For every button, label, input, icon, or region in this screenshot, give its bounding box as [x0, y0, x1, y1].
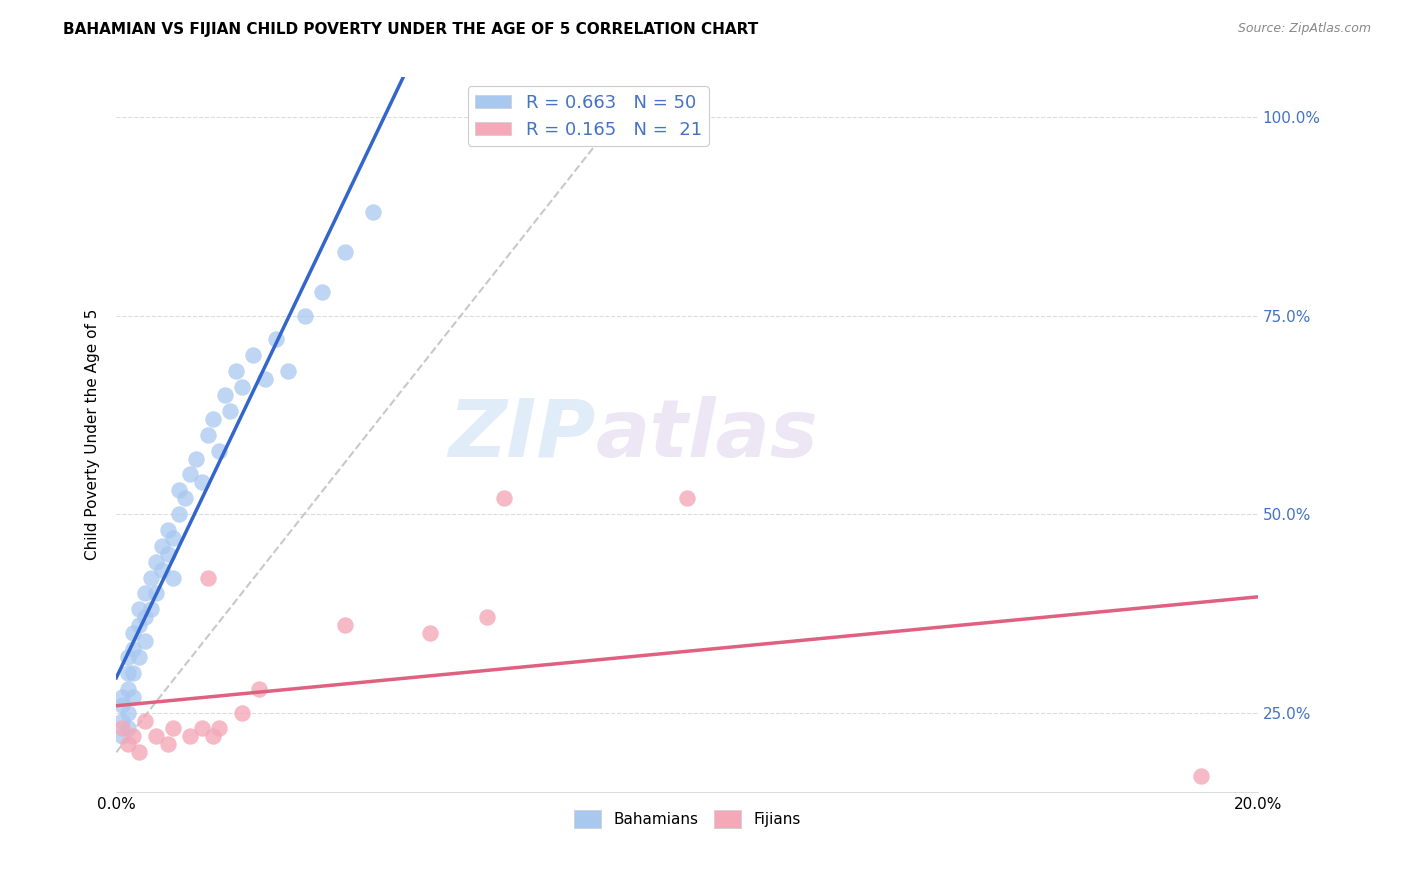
Point: [134, 714, 156, 728]
Point: [128, 745, 150, 759]
Point: [247, 681, 270, 696]
Point: [202, 730, 225, 744]
Point: [167, 507, 190, 521]
Point: [242, 348, 264, 362]
Point: [225, 364, 247, 378]
Point: [361, 205, 384, 219]
Point: [173, 491, 195, 506]
Point: [122, 665, 145, 680]
Point: [128, 650, 150, 665]
Point: [150, 539, 173, 553]
Point: [276, 364, 298, 378]
Point: [214, 388, 236, 402]
Point: [117, 737, 139, 751]
Point: [117, 665, 139, 680]
Point: [117, 722, 139, 736]
Point: [477, 610, 499, 624]
Point: [231, 380, 253, 394]
Text: ZIP: ZIP: [449, 396, 596, 474]
Point: [162, 571, 184, 585]
Point: [150, 563, 173, 577]
Point: [191, 722, 214, 736]
Point: [134, 586, 156, 600]
Point: [111, 722, 134, 736]
Point: [208, 443, 231, 458]
Point: [139, 571, 162, 585]
Point: [179, 467, 201, 482]
Point: [208, 722, 231, 736]
Point: [128, 618, 150, 632]
Point: [333, 618, 356, 632]
Point: [122, 730, 145, 744]
Point: [191, 475, 214, 490]
Point: [145, 730, 167, 744]
Point: [156, 737, 179, 751]
Point: [197, 571, 219, 585]
Point: [162, 722, 184, 736]
Text: atlas: atlas: [596, 396, 818, 474]
Text: BAHAMIAN VS FIJIAN CHILD POVERTY UNDER THE AGE OF 5 CORRELATION CHART: BAHAMIAN VS FIJIAN CHILD POVERTY UNDER T…: [63, 22, 758, 37]
Point: [333, 245, 356, 260]
Point: [117, 706, 139, 720]
Point: [128, 602, 150, 616]
Point: [156, 523, 179, 537]
Point: [1189, 769, 1212, 783]
Point: [122, 642, 145, 657]
Point: [676, 491, 699, 506]
Point: [111, 698, 134, 712]
Text: Source: ZipAtlas.com: Source: ZipAtlas.com: [1237, 22, 1371, 36]
Point: [219, 404, 242, 418]
Point: [253, 372, 276, 386]
Point: [179, 730, 201, 744]
Point: [117, 681, 139, 696]
Point: [117, 650, 139, 665]
Point: [111, 714, 134, 728]
Point: [419, 626, 441, 640]
Legend: Bahamians, Fijians: Bahamians, Fijians: [568, 804, 807, 834]
Point: [311, 285, 333, 299]
Point: [494, 491, 516, 506]
Point: [145, 555, 167, 569]
Point: [139, 602, 162, 616]
Point: [156, 547, 179, 561]
Point: [122, 690, 145, 704]
Point: [122, 626, 145, 640]
Point: [264, 333, 287, 347]
Point: [231, 706, 253, 720]
Y-axis label: Child Poverty Under the Age of 5: Child Poverty Under the Age of 5: [86, 309, 100, 560]
Point: [134, 634, 156, 648]
Point: [111, 730, 134, 744]
Point: [162, 531, 184, 545]
Point: [202, 412, 225, 426]
Point: [294, 309, 316, 323]
Point: [134, 610, 156, 624]
Point: [167, 483, 190, 498]
Point: [145, 586, 167, 600]
Point: [111, 690, 134, 704]
Point: [186, 451, 208, 466]
Point: [197, 427, 219, 442]
